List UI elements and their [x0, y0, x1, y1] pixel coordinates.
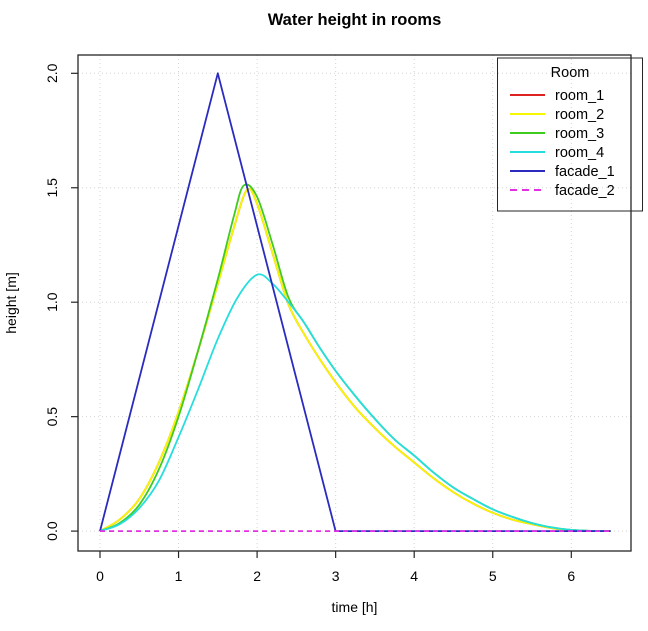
- series-room_4-line: [99, 273, 611, 532]
- x-tick-label: 5: [489, 568, 497, 584]
- grid-lines: [78, 55, 631, 551]
- legend-entry-facade_1: facade_1: [510, 164, 615, 180]
- legend-entry-room_1: room_1: [510, 88, 604, 104]
- axis-ticks: [71, 72, 572, 558]
- x-tick-label: 1: [175, 568, 183, 584]
- y-tick-label: 1.0: [44, 292, 60, 312]
- legend-label-room_1: room_1: [555, 88, 604, 104]
- legend-label-room_2: room_2: [555, 107, 604, 123]
- y-tick-label: 0.0: [44, 521, 60, 541]
- x-tick-label: 0: [96, 568, 104, 584]
- legend-label-room_3: room_3: [555, 126, 604, 142]
- y-tick-label: 0.5: [44, 407, 60, 427]
- y-axis-label: height [m]: [3, 272, 19, 333]
- series-group: [99, 72, 611, 532]
- x-tick-label: 2: [253, 568, 261, 584]
- chart-title: Water height in rooms: [268, 11, 442, 29]
- legend-entry-room_3: room_3: [510, 126, 604, 142]
- x-tick-label: 3: [332, 568, 340, 584]
- legend-label-facade_1: facade_1: [555, 164, 615, 180]
- legend-box: [497, 57, 643, 212]
- axis-tick-labels: 0 1 2 3 4 5 6 0.0 0.5 1.0 1.5 2.0: [44, 63, 575, 584]
- legend-label-facade_2: facade_2: [555, 183, 615, 199]
- x-tick-label: 4: [410, 568, 418, 584]
- plot-border: [77, 54, 632, 552]
- legend-entry-room_2: room_2: [510, 107, 604, 123]
- legend-entry-room_4: room_4: [510, 145, 604, 161]
- legend-title: Room: [551, 65, 590, 81]
- x-tick-label: 6: [567, 568, 575, 584]
- y-tick-label: 2.0: [44, 63, 60, 83]
- x-axis-label: time [h]: [332, 599, 378, 615]
- legend: Room room_1 room_2 room_3 room_4 facade_1faca…: [497, 57, 643, 212]
- legend-entry-facade_2: facade_2: [510, 183, 615, 199]
- legend-label-room_4: room_4: [555, 145, 604, 161]
- y-tick-label: 1.5: [44, 178, 60, 198]
